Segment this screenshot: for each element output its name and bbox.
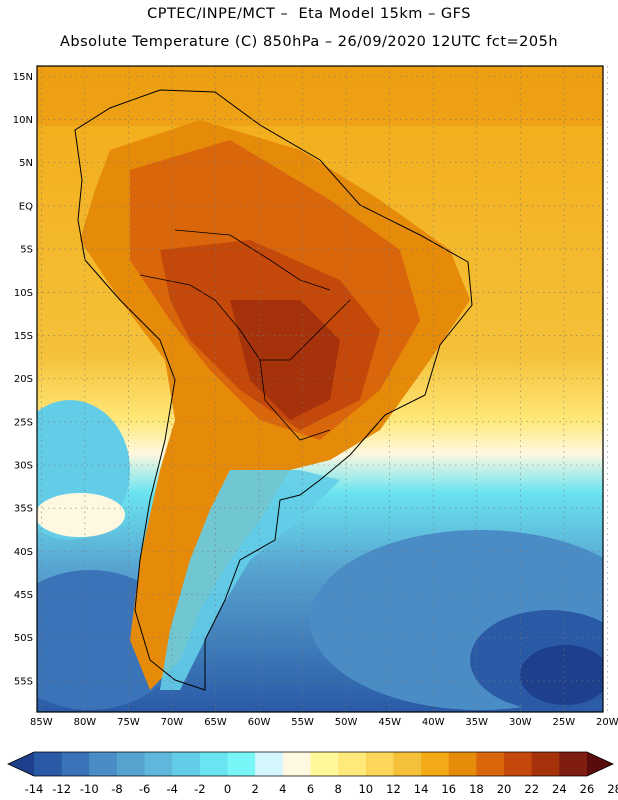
colorbar-tick-label: 0 (224, 782, 231, 796)
lat-tick-label: 10N (13, 115, 33, 126)
colorbar-outline (7, 751, 614, 777)
lat-tick-label: EQ (19, 201, 33, 212)
lat-tick-label: 40S (14, 547, 33, 558)
colorbar-tick-label: -10 (80, 782, 99, 796)
colorbar-swatch (448, 752, 477, 776)
colorbar-swatch (421, 752, 450, 776)
lat-tick-label: 25S (14, 417, 33, 428)
colorbar-tick-label: 10 (358, 782, 373, 796)
colorbar-tick-label: 8 (334, 782, 341, 796)
lon-tick-label: 40W (422, 717, 445, 728)
lon-tick-label: 70W (161, 717, 184, 728)
colorbar-swatch (34, 752, 63, 776)
lon-tick-label: 25W (553, 717, 576, 728)
colorbar-swatch (365, 752, 394, 776)
colorbar-swatch (144, 752, 173, 776)
colorbar-swatch (255, 752, 284, 776)
colorbar-swatch (393, 752, 422, 776)
colorbar-tick-label: 4 (279, 782, 286, 796)
colorbar: -14 -12 -10 -8 -6 -4 -2 0 2 4 6 8 10 12 14 16 18 20 22 24 26… (7, 751, 618, 796)
lat-tick-label: 50S (14, 633, 33, 644)
chart-title-variable: Absolute Temperature (C) 850hPa – 26/09/… (59, 34, 559, 50)
lon-tick-label: 55W (291, 717, 314, 728)
lon-tick-label: 35W (465, 717, 488, 728)
lon-tick-label: 85W (30, 717, 53, 728)
colorbar-tick-label: 26 (580, 782, 595, 796)
lon-tick-label: 50W (335, 717, 358, 728)
lat-tick-label: 20S (14, 374, 33, 385)
colorbar-tick-label: 16 (441, 782, 456, 796)
temperature-field (37, 66, 603, 712)
latitude-axis: 15N 10N 5N EQ 5S 10S 15S 20S 25S 30S 35S 40S 45S 50S 5… (13, 72, 33, 688)
colorbar-tick-label: 24 (552, 782, 567, 796)
lon-tick-label: 80W (74, 717, 97, 728)
colorbar-swatch (172, 752, 201, 776)
lon-tick-label: 75W (117, 717, 140, 728)
colorbar-tick-label: 28 (607, 782, 618, 796)
colorbar-swatch (531, 752, 560, 776)
colorbar-swatch (338, 752, 367, 776)
lat-tick-label: 5N (19, 158, 33, 169)
colorbar-swatch (89, 752, 118, 776)
lat-tick-label: 35S (14, 504, 33, 515)
colorbar-tick-label: 14 (414, 782, 429, 796)
colorbar-tick-label: 6 (307, 782, 314, 796)
colorbar-swatch (116, 752, 146, 776)
colorbar-tick-label: -6 (139, 782, 150, 796)
coastline (74, 89, 473, 691)
lat-tick-label: 45S (14, 590, 33, 601)
colorbar-tick-label: 18 (469, 782, 484, 796)
lat-tick-label: 55S (14, 676, 33, 687)
colorbar-swatch (282, 752, 311, 776)
colorbar-swatch (227, 752, 256, 776)
lat-tick-label: 5S (20, 245, 33, 256)
colorbar-swatch (199, 752, 229, 776)
colorbar-tick-label: 20 (497, 782, 512, 796)
lat-tick-label: 15N (13, 72, 33, 83)
colorbar-tick-label: -12 (52, 782, 71, 796)
colorbar-swatch (504, 752, 533, 776)
colorbar-min-arrow (8, 752, 34, 776)
lon-tick-label: 60W (248, 717, 271, 728)
colorbar-tick-label: -8 (111, 782, 122, 796)
lon-tick-label: 65W (204, 717, 227, 728)
lon-tick-label: 20W (596, 717, 618, 728)
colorbar-swatch (310, 752, 339, 776)
lon-tick-label: 45W (378, 717, 401, 728)
colorbar-swatch (559, 752, 588, 776)
lon-tick-label: 30W (509, 717, 532, 728)
colorbar-tick-label: 22 (524, 782, 539, 796)
colorbar-tick-label: 12 (386, 782, 401, 796)
longitude-axis: 85W 80W 75W 70W 65W 60W 55W 50W 45W 40W 35W 30W 25W 2… (30, 717, 618, 728)
lat-tick-label: 30S (14, 461, 33, 472)
lat-tick-label: 15S (14, 331, 33, 342)
graticule (37, 66, 608, 712)
lat-tick-label: 10S (14, 288, 33, 299)
colorbar-tick-label: 2 (252, 782, 259, 796)
colorbar-swatch (476, 752, 505, 776)
colorbar-swatch (61, 752, 90, 776)
map-frame (36, 65, 604, 713)
colorbar-tick-label: -4 (167, 782, 178, 796)
colorbar-max-arrow (587, 752, 613, 776)
chart-title-model: CPTEC/INPE/MCT – Eta Model 15km – GFS (147, 6, 471, 22)
colorbar-tick-label: -14 (25, 782, 44, 796)
colorbar-tick-label: -2 (194, 782, 205, 796)
